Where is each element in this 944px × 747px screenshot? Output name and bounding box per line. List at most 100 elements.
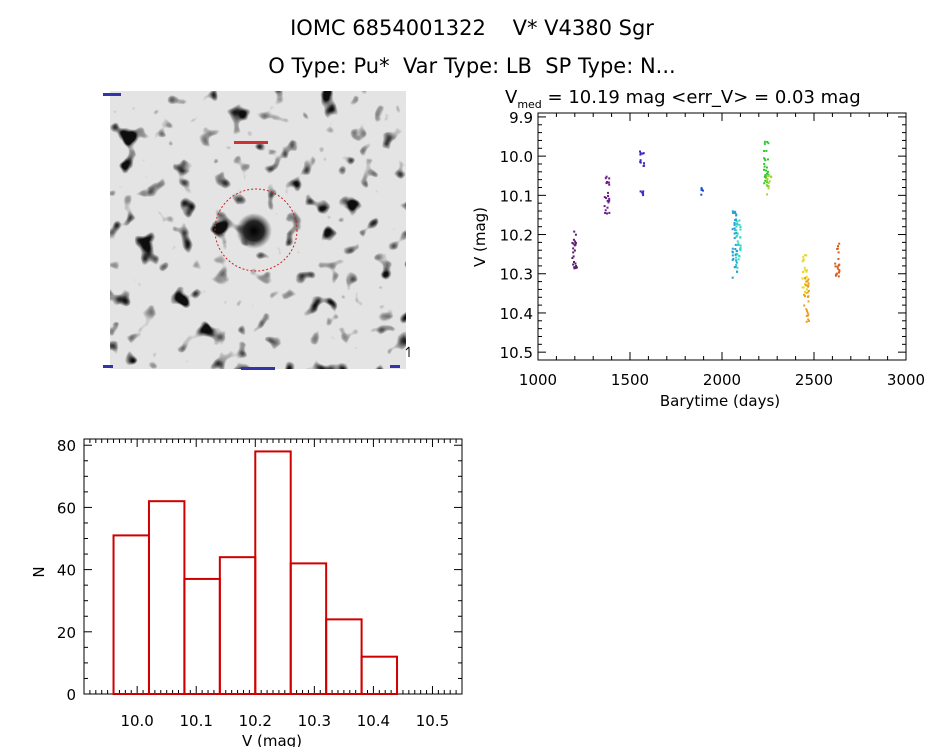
light-curve-point (608, 199, 611, 202)
light-curve-point (767, 187, 770, 190)
light-curve-point (735, 261, 738, 264)
light-curve-point (739, 226, 742, 228)
light-curve-point (733, 223, 736, 226)
light-curve-point (734, 266, 737, 268)
light-curve-point (607, 191, 609, 194)
lc-y-tick-label: 9.9 (509, 109, 533, 127)
light-curve-point (805, 315, 808, 317)
light-curve-point (806, 280, 809, 283)
light-curve-point (733, 227, 736, 230)
hist-y-tick-label: 40 (57, 562, 76, 580)
light-curve-point (643, 162, 645, 165)
light-curve-point (805, 284, 808, 287)
light-curve-point (734, 210, 737, 213)
light-curve-point (765, 169, 767, 172)
light-curve-point (734, 212, 737, 214)
light-curve-point (574, 243, 577, 246)
light-curve-point (836, 265, 839, 268)
light-curve-point (605, 175, 608, 178)
light-curve-point (739, 228, 742, 231)
light-curve-point (802, 286, 805, 289)
light-curve-point (573, 249, 576, 252)
light-curve-point (735, 235, 738, 238)
stat-line: Vmed = 10.19 mag <err_V> = 0.03 mag (505, 87, 861, 111)
light-curve-point (735, 229, 738, 232)
light-curve-point (770, 175, 772, 178)
light-curve-point (735, 223, 738, 225)
sky-image-thumbnail (103, 91, 410, 370)
histogram-bar (218, 556, 257, 695)
light-curve-point (837, 264, 840, 267)
light-curve-point (738, 255, 741, 257)
light-curve-point (805, 308, 808, 311)
light-curve-point (572, 238, 575, 241)
light-curve-point (735, 264, 738, 266)
light-curve-point (606, 181, 608, 183)
light-curve-point (731, 247, 734, 250)
light-curve-point (643, 164, 646, 167)
light-curve-point (700, 193, 703, 196)
histogram-xlabel: V (mag) (242, 732, 302, 747)
histogram-bars (112, 450, 399, 696)
light-curve-point (575, 266, 578, 269)
light-curve-point (739, 249, 742, 251)
light-curve-point (835, 274, 838, 276)
light-curve-point (736, 244, 739, 246)
light-curve-point (766, 179, 768, 182)
light-curve-point (763, 158, 766, 161)
light-curve-point (765, 183, 768, 186)
lc-x-tick-label: 2500 (795, 371, 833, 389)
light-curve-point (804, 283, 806, 286)
light-curve-point (805, 269, 808, 272)
light-curve-point (735, 256, 738, 259)
light-curve-point (605, 197, 608, 199)
light-curve-point (641, 152, 644, 155)
light-curve-point (767, 158, 769, 161)
light-curve-point (767, 142, 770, 145)
light-curve-point (639, 150, 641, 153)
light-curve-ylabel: V (mag) (471, 207, 489, 267)
light-curve-point (838, 271, 840, 274)
lc-x-tick-label: 2000 (703, 371, 741, 389)
lc-y-tick-label: 10.2 (500, 227, 533, 245)
light-curve-point (731, 228, 734, 231)
light-curve-point (736, 240, 739, 243)
light-curve-point (803, 266, 806, 269)
light-curve-point (571, 241, 574, 244)
light-curve-point (805, 254, 808, 257)
light-curve-point (642, 194, 645, 197)
light-curve-point (734, 243, 737, 246)
light-curve-point (807, 320, 810, 322)
light-curve-point (805, 270, 808, 273)
light-curve-point (763, 142, 766, 145)
light-curve-point (763, 157, 766, 160)
light-curve-point (763, 163, 766, 165)
light-curve-chart: Vmed = 10.19 mag <err_V> = 0.03 mag 1000… (471, 87, 925, 410)
light-curve-point (737, 244, 740, 246)
light-curve-point (836, 272, 839, 275)
light-curve-point (804, 295, 806, 298)
light-curve-point (807, 284, 810, 287)
light-curve-point (805, 292, 808, 295)
light-curve-point (639, 160, 642, 163)
light-curve-point (802, 258, 805, 261)
light-curve-point (608, 177, 611, 180)
lc-x-tick-label: 1500 (611, 371, 649, 389)
light-curve-point (574, 240, 577, 243)
light-curve-point (737, 258, 740, 261)
light-curve-point (736, 266, 739, 269)
light-curve-point (606, 206, 609, 209)
light-curve-point (700, 187, 703, 190)
light-curve-point (838, 242, 841, 245)
stat-subscript: med (517, 98, 541, 111)
thumbnail-label-bottomleft (103, 365, 113, 368)
light-curve-point (764, 173, 767, 176)
light-curve-point (641, 192, 644, 195)
light-curve-point (766, 174, 769, 177)
light-curve-point (807, 289, 810, 292)
lc-x-tick-label: 1000 (519, 371, 557, 389)
light-curve-point (739, 244, 742, 247)
light-curve-point (734, 248, 737, 250)
light-curve-point (763, 165, 766, 168)
lc-x-tick-label: 3000 (887, 371, 925, 389)
